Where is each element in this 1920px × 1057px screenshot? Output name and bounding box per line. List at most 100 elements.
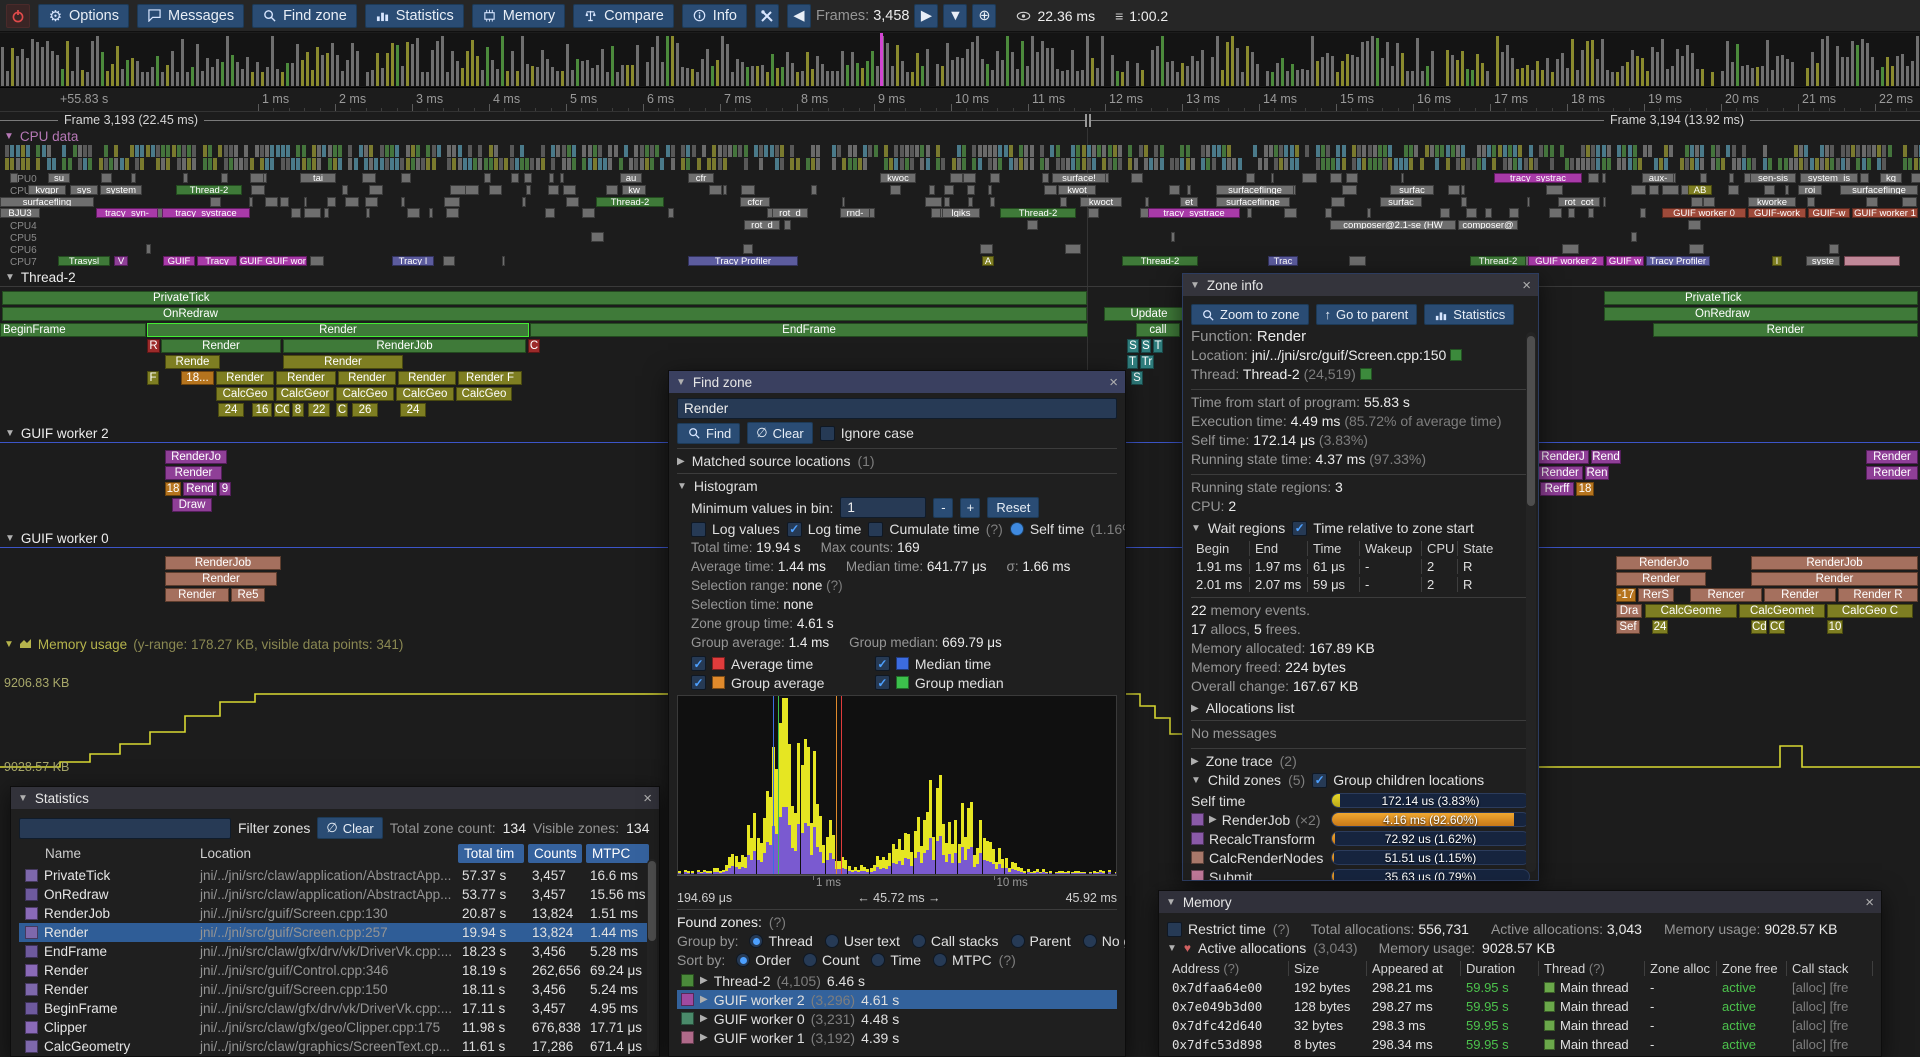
- zone-surfaceflinge[interactable]: surfaceflinge: [1840, 184, 1918, 195]
- frame-bar[interactable]: [1746, 65, 1749, 86]
- zone-render-r[interactable]: Render R: [1838, 588, 1918, 602]
- frame-bar[interactable]: [1451, 55, 1454, 86]
- cpu-zone[interactable]: [1602, 173, 1606, 183]
- zone-render[interactable]: Render: [1537, 466, 1583, 480]
- frame-bar[interactable]: [1006, 36, 1009, 86]
- frame-bar[interactable]: [1821, 39, 1824, 86]
- frame-bar[interactable]: [1056, 69, 1059, 86]
- zone-beginframe[interactable]: BeginFrame: [0, 323, 146, 337]
- frame-bar[interactable]: [1726, 41, 1729, 86]
- column-header-mtpc[interactable]: MTPC: [586, 843, 649, 863]
- radio-mtpc[interactable]: MTPC: [933, 952, 992, 968]
- frame-bar[interactable]: [151, 67, 154, 86]
- frame-bar[interactable]: [396, 45, 399, 86]
- cpu-zone[interactable]: [524, 173, 532, 183]
- frame-bar[interactable]: [341, 71, 344, 86]
- zone-c[interactable]: C: [528, 339, 540, 353]
- zone-trac[interactable]: Trac: [1268, 255, 1298, 266]
- frame-bar[interactable]: [256, 62, 259, 86]
- cpu-zone[interactable]: [1145, 196, 1149, 207]
- cpu-zone[interactable]: [668, 208, 674, 219]
- allocation-row[interactable]: 0x7dfaa64e00 192 bytes 298.21 ms 59.95 s…: [1167, 978, 1873, 997]
- frame-bar[interactable]: [1781, 55, 1784, 86]
- frame-bar[interactable]: [176, 72, 179, 86]
- zone-kvgpr[interactable]: kvgpr: [28, 184, 66, 195]
- frame-bar[interactable]: [1816, 63, 1819, 86]
- frame-bar[interactable]: [631, 65, 634, 86]
- frame-bar[interactable]: [251, 72, 254, 86]
- column-header-name[interactable]: Name: [45, 845, 82, 861]
- frame-bar[interactable]: [1186, 66, 1189, 86]
- cpu-zone[interactable]: [1640, 208, 1646, 219]
- frame-bar[interactable]: [806, 52, 809, 86]
- zone-sef[interactable]: Sef: [1616, 620, 1640, 634]
- zone-kwoct[interactable]: kwoct: [1080, 196, 1122, 207]
- cpu-zone[interactable]: [1911, 173, 1920, 183]
- frame-bar[interactable]: [36, 42, 39, 86]
- frame-bar[interactable]: [741, 62, 744, 86]
- frame-bar[interactable]: [1731, 62, 1734, 86]
- cpu-zone[interactable]: [563, 184, 576, 195]
- frame-bar[interactable]: [471, 40, 474, 86]
- cpu-zone[interactable]: [465, 184, 479, 195]
- frame-list-button[interactable]: ▼: [943, 3, 968, 28]
- frame-bar[interactable]: [596, 65, 599, 86]
- frame-bar[interactable]: [1616, 72, 1619, 86]
- frame-bar[interactable]: [1591, 40, 1594, 86]
- frame-bar[interactable]: [461, 68, 464, 86]
- zone-17[interactable]: -17: [1616, 588, 1636, 602]
- frame-bar[interactable]: [681, 67, 684, 86]
- frame-bar[interactable]: [1671, 66, 1674, 86]
- frame-bar[interactable]: [1691, 53, 1694, 86]
- frame-bar[interactable]: [1646, 71, 1649, 86]
- cpu-zone[interactable]: [1325, 208, 1332, 219]
- zone-26[interactable]: 26: [352, 403, 378, 417]
- radio-order[interactable]: Order: [736, 952, 791, 968]
- frame-bar[interactable]: [1541, 70, 1544, 86]
- frame-bar[interactable]: [956, 57, 959, 86]
- cpu-zone[interactable]: [1448, 184, 1460, 195]
- zone-ab[interactable]: AB: [1688, 184, 1712, 195]
- memory-column-zone-free[interactable]: Zone free: [1717, 961, 1787, 976]
- collapse-icon[interactable]: ▼: [4, 130, 14, 142]
- frame-bar[interactable]: [691, 69, 694, 86]
- frame-bar[interactable]: [926, 49, 929, 86]
- frame-bar[interactable]: [1276, 63, 1279, 86]
- cpu-zone[interactable]: [263, 173, 267, 183]
- frame-bar[interactable]: [1896, 56, 1899, 86]
- frame-bar[interactable]: [1326, 53, 1329, 86]
- frame-bar[interactable]: [1466, 69, 1469, 86]
- zone-i[interactable]: I: [1772, 255, 1782, 266]
- frame-bar[interactable]: [1316, 61, 1319, 86]
- frame-bar[interactable]: [21, 49, 24, 86]
- frame-bar[interactable]: [1711, 72, 1714, 86]
- stats-table-row[interactable]: Render jni/../jni/src/guif/Screen.cpp:15…: [19, 980, 651, 999]
- cpu-zone[interactable]: [967, 184, 975, 195]
- frame-bar[interactable]: [1021, 41, 1024, 86]
- frame-bar[interactable]: [706, 49, 709, 86]
- zone-draw[interactable]: Draw: [172, 498, 212, 512]
- frame-bar[interactable]: [1046, 48, 1049, 86]
- cpu-zone[interactable]: [1785, 184, 1789, 195]
- zone-s[interactable]: S: [1127, 339, 1139, 353]
- frame-bar[interactable]: [776, 68, 779, 86]
- frame-bar[interactable]: [1161, 36, 1164, 86]
- frame-bar[interactable]: [921, 66, 924, 86]
- frame-bar[interactable]: [721, 36, 724, 86]
- frame-bar[interactable]: [1251, 52, 1254, 86]
- wait-regions-toggle[interactable]: ▼ Wait regions ✓ Time relative to zone st…: [1191, 520, 1530, 536]
- zoom-to-zone-button[interactable]: Zoom to zone: [1191, 304, 1309, 325]
- frame-bar[interactable]: [941, 66, 944, 86]
- find-zone-search-input[interactable]: [677, 398, 1117, 419]
- zone-re5[interactable]: Re5: [231, 588, 265, 602]
- memory-usage-header[interactable]: ▼ Memory usage (y-range: 178.27 KB, visi…: [4, 636, 403, 652]
- frame-bar[interactable]: [226, 36, 229, 86]
- cpu-zone[interactable]: [1187, 184, 1191, 195]
- frame-bar[interactable]: [886, 43, 889, 86]
- cpu-zone[interactable]: [1131, 173, 1143, 183]
- checkbox-log-values[interactable]: Log values: [691, 521, 780, 537]
- frame-bar[interactable]: [766, 72, 769, 86]
- collapse-icon[interactable]: ▼: [4, 638, 14, 650]
- zone-render[interactable]: Render: [1866, 466, 1918, 480]
- cpu-zone[interactable]: [291, 208, 301, 219]
